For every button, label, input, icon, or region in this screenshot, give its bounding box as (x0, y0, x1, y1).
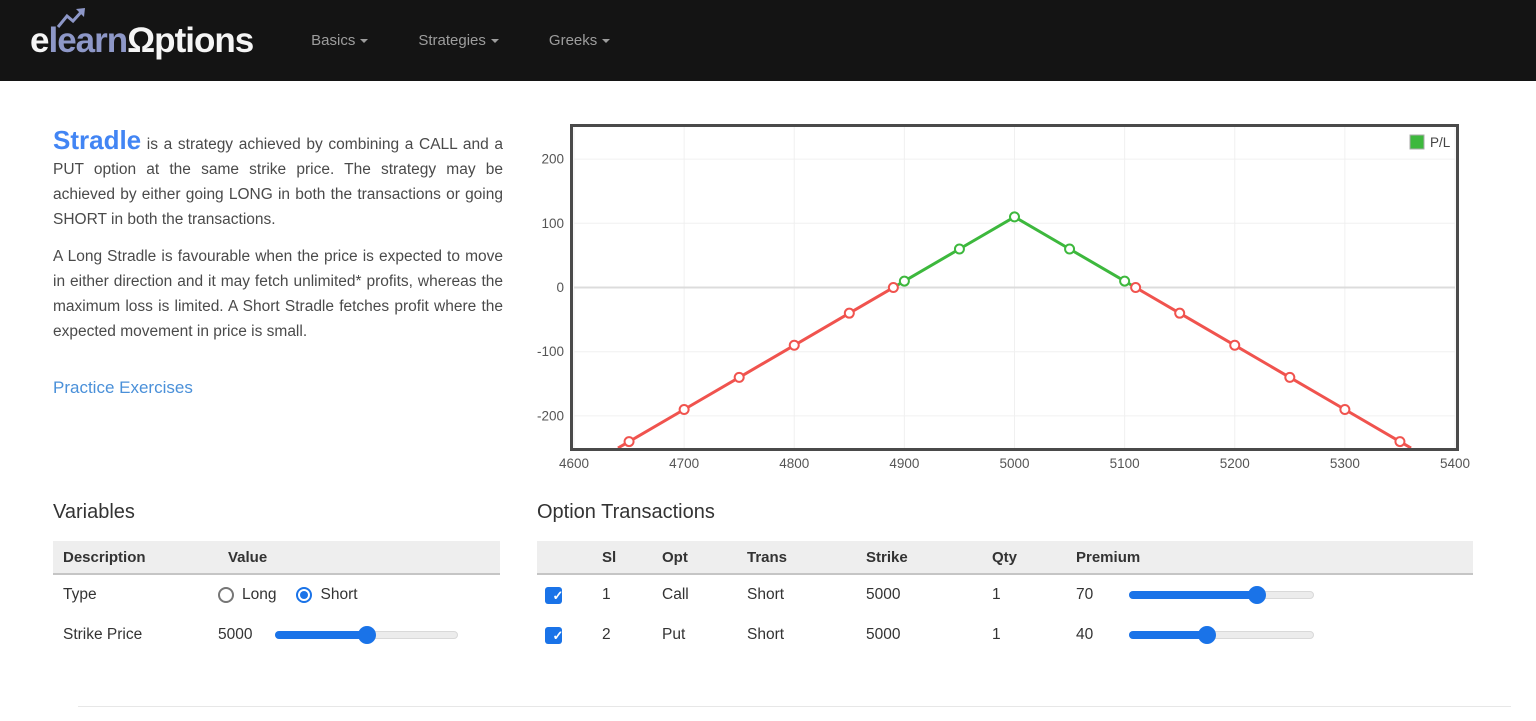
svg-text:4700: 4700 (669, 456, 699, 471)
radio-option-short[interactable]: Short (296, 586, 358, 604)
cell-sl: 2 (602, 626, 611, 643)
variables-table-header: Description Value (53, 541, 500, 575)
column-header-trans: Trans (747, 548, 788, 566)
column-header-qty: Qty (992, 548, 1018, 566)
cell-premium: 70 (1076, 586, 1094, 603)
radio-label: Short (320, 586, 358, 603)
radio-button[interactable] (296, 587, 313, 603)
nav-menu: Basics Strategies Greeks (295, 22, 644, 59)
column-header-sl: Sl (602, 548, 617, 566)
variables-heading: Variables (53, 501, 135, 523)
navbar: elearnΩptions Basics Strategies Greeks (0, 0, 1536, 81)
transaction-row: ✓ 2 Put Short 5000 1 40 (537, 615, 1473, 655)
transactions-table-header: Sl Opt Trans Strike Qty Premium (537, 541, 1473, 575)
slider-premium-1[interactable] (1129, 586, 1314, 604)
nav-item-greeks[interactable]: Greeks (533, 22, 626, 59)
transactions-section: Option Transactions Sl Opt Trans Strike … (537, 501, 1473, 655)
intro-paragraph-1: Stradle is a strategy achieved by combin… (53, 125, 503, 232)
cell-trans: Short (747, 626, 785, 643)
svg-text:5200: 5200 (1220, 456, 1250, 471)
cell-premium: 40 (1076, 626, 1094, 643)
transactions-heading: Option Transactions (537, 501, 715, 523)
logo-part3: Ωptions (127, 20, 254, 60)
radio-option-long[interactable]: Long (218, 586, 276, 604)
column-header-description: Description (63, 548, 146, 566)
nav-item-strategies[interactable]: Strategies (402, 22, 515, 59)
svg-text:5300: 5300 (1330, 456, 1360, 471)
svg-text:100: 100 (541, 216, 564, 231)
chevron-down-icon (360, 38, 369, 43)
svg-text:P/L: P/L (1430, 135, 1451, 150)
transaction-row: ✓ 1 Call Short 5000 1 70 (537, 575, 1473, 615)
intro-paragraph-1-text: is a strategy achieved by combining a CA… (53, 136, 503, 228)
logo-part2: learn (48, 20, 128, 60)
cell-opt: Call (662, 586, 689, 603)
svg-text:200: 200 (541, 152, 564, 167)
variable-description: Type (63, 586, 97, 603)
footer-divider (78, 706, 1511, 707)
column-header-opt: Opt (662, 548, 688, 566)
main-content: Stradle is a strategy achieved by combin… (0, 81, 1536, 707)
variable-value: Long Short (218, 586, 500, 604)
column-header-premium: Premium (1076, 548, 1141, 566)
payoff-chart: 4600 4700 4800 4900 5000 5100 5200 5300 5400 -200… (537, 124, 1473, 479)
strategy-title: Stradle (53, 125, 142, 155)
cell-qty: 1 (992, 586, 1001, 603)
cell-opt: Put (662, 626, 686, 643)
transaction-checkbox[interactable]: ✓ (545, 586, 563, 604)
svg-text:5000: 5000 (999, 456, 1029, 471)
slider-fill (275, 631, 367, 639)
intro-section: Stradle is a strategy achieved by combin… (53, 125, 503, 479)
svg-text:4800: 4800 (779, 456, 809, 471)
cell-strike: 5000 (866, 586, 901, 603)
radio-button[interactable] (218, 587, 234, 603)
cell-sl: 1 (602, 586, 611, 603)
cell-strike: 5000 (866, 626, 901, 643)
variable-description: Strike Price (63, 626, 143, 643)
cell-qty: 1 (992, 626, 1001, 643)
site-logo[interactable]: elearnΩptions (30, 7, 254, 61)
logo-arrow-icon (56, 7, 85, 28)
svg-text:5100: 5100 (1110, 456, 1140, 471)
slider-strike-price[interactable] (275, 626, 458, 644)
logo-part1: e (30, 20, 49, 60)
variables-section: Variables Description Value Type Long Shor… (53, 501, 503, 655)
variables-row: Type Long Short (53, 575, 500, 615)
nav-item-label: Greeks (548, 32, 598, 49)
slider-fill (1129, 631, 1207, 639)
svg-text:0: 0 (556, 280, 564, 295)
slider-thumb[interactable] (358, 626, 376, 644)
intro-paragraph-2: A Long Stradle is favourable when the pr… (53, 248, 503, 340)
slider-fill (1129, 591, 1257, 599)
cell-trans: Short (747, 586, 785, 603)
nav-item-label: Basics (311, 32, 356, 49)
transactions-table: Sl Opt Trans Strike Qty Premium ✓ 1 Call Sh… (537, 541, 1473, 655)
chevron-down-icon (490, 38, 499, 43)
nav-item-basics[interactable]: Basics (295, 22, 384, 59)
svg-text:-100: -100 (537, 344, 564, 359)
svg-text:4900: 4900 (889, 456, 919, 471)
transaction-checkbox[interactable]: ✓ (545, 626, 563, 644)
nav-item-label: Strategies (418, 32, 486, 49)
column-header-value: Value (228, 548, 268, 566)
payoff-chart-canvas: 4600 4700 4800 4900 5000 5100 5200 5300 5400 -200… (537, 124, 1470, 471)
variable-value: 5000 (218, 626, 500, 644)
svg-text:-200: -200 (537, 408, 564, 423)
svg-text:4600: 4600 (559, 456, 589, 471)
chevron-down-icon (602, 38, 611, 43)
slider-premium-2[interactable] (1129, 626, 1314, 644)
variables-row: Strike Price 5000 (53, 615, 500, 655)
column-header-strike: Strike (866, 548, 908, 566)
variables-table: Description Value Type Long Short Strike Pr… (53, 541, 500, 655)
radio-label: Long (242, 586, 277, 603)
svg-text:5400: 5400 (1440, 456, 1470, 471)
slider-thumb[interactable] (1248, 586, 1266, 604)
strike-price-value: 5000 (218, 626, 253, 643)
practice-exercises-link[interactable]: Practice Exercises (53, 378, 193, 397)
slider-thumb[interactable] (1198, 626, 1216, 644)
